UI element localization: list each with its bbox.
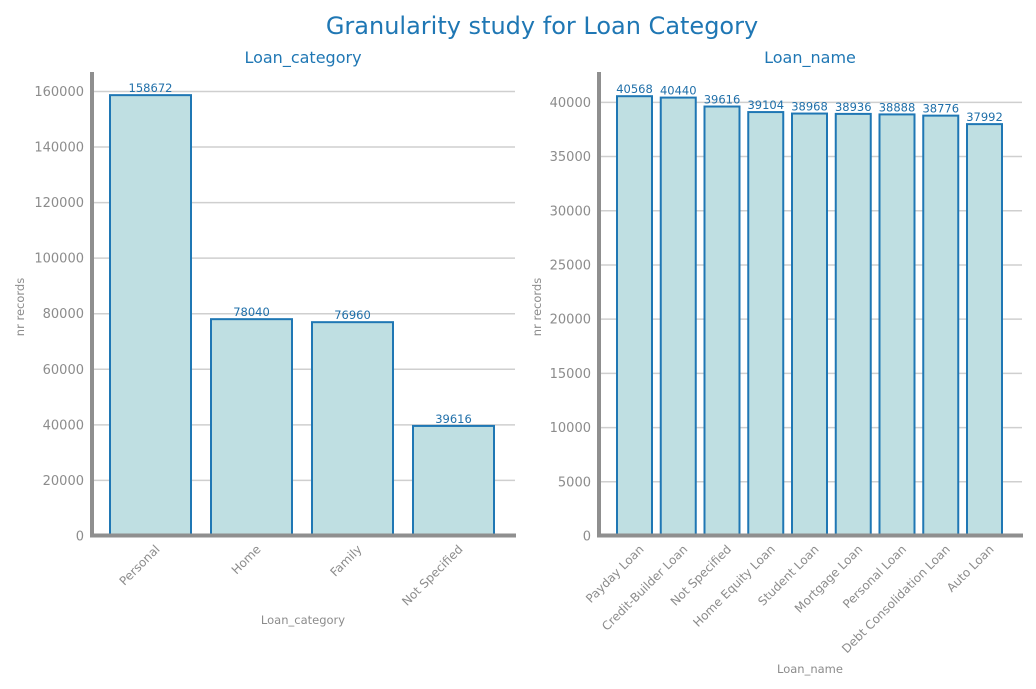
x-tick-label: Family xyxy=(327,542,364,579)
y-tick-label: 15000 xyxy=(550,367,591,382)
bar xyxy=(616,95,653,537)
x-tick-label: Credit-Builder Loan xyxy=(599,542,690,633)
data-label: 40568 xyxy=(616,82,653,96)
x-tick-label: Personal xyxy=(117,542,163,588)
x-tick-label: Home xyxy=(229,542,264,577)
bar xyxy=(747,111,785,537)
y-tick-label: 80000 xyxy=(43,307,84,322)
x-tick-label: Home Equity Loan xyxy=(690,542,778,630)
y-tick-label: 35000 xyxy=(550,150,591,165)
x-tick-labels: Personal Home Family Not Specified xyxy=(117,542,466,608)
y-tick-label: 160000 xyxy=(34,85,84,100)
y-tick-label: 100000 xyxy=(34,252,84,267)
data-label: 37992 xyxy=(966,110,1003,124)
y-tick-label: 20000 xyxy=(550,313,591,328)
y-tick-label: 30000 xyxy=(550,204,591,219)
data-label: 76960 xyxy=(334,308,371,322)
y-tick-label: 120000 xyxy=(34,196,84,211)
y-tick-label: 60000 xyxy=(43,363,84,378)
bar xyxy=(659,96,697,537)
y-tick-label: 20000 xyxy=(43,474,84,489)
y-tick-labels: 0 20000 40000 60000 80000 100000 120000 140000 1… xyxy=(34,85,84,545)
bar xyxy=(703,105,741,537)
bar-group xyxy=(616,95,1003,538)
chart-loan-name: Loan_name 0 5000 10000 15000 20000 25000 30000… xyxy=(530,48,1023,676)
data-label: 39104 xyxy=(747,98,784,112)
figure-title: Granularity study for Loan Category xyxy=(326,12,758,40)
y-tick-label: 10000 xyxy=(550,421,591,436)
chart-title: Loan_category xyxy=(244,48,361,68)
data-label: 158672 xyxy=(129,81,173,95)
x-tick-label: Not Specified xyxy=(399,542,465,608)
bar xyxy=(109,94,192,537)
data-label: 38776 xyxy=(922,102,959,116)
y-tick-label: 0 xyxy=(583,530,591,545)
data-label: 40440 xyxy=(660,84,697,98)
y-tick-label: 40000 xyxy=(43,418,84,433)
bar xyxy=(791,112,828,537)
bar xyxy=(834,112,872,537)
x-axis-label: Loan_name xyxy=(777,662,843,676)
y-tick-label: 40000 xyxy=(550,96,591,111)
data-label: 38936 xyxy=(835,100,872,114)
data-label: 38888 xyxy=(879,100,916,114)
bar xyxy=(311,321,394,537)
y-tick-label: 5000 xyxy=(558,475,591,490)
data-label: 39616 xyxy=(704,93,741,107)
bar xyxy=(922,114,960,538)
bar xyxy=(966,123,1003,537)
y-axis-label: nr records xyxy=(13,278,27,336)
y-tick-label: 140000 xyxy=(34,141,84,156)
y-axis-label: nr records xyxy=(530,278,544,336)
y-tick-labels: 0 5000 10000 15000 20000 25000 30000 35000 40000 xyxy=(550,96,591,545)
data-labels: 40568 40440 39616 39104 38968 38936 38888 38776… xyxy=(616,82,1003,124)
bar xyxy=(412,424,495,537)
y-tick-label: 0 xyxy=(76,530,84,545)
data-label: 39616 xyxy=(435,412,472,426)
chart-title: Loan_name xyxy=(764,48,856,68)
data-label: 78040 xyxy=(233,305,270,319)
bar xyxy=(210,318,293,537)
data-labels: 158672 78040 76960 39616 xyxy=(129,81,472,426)
y-tick-label: 25000 xyxy=(550,258,591,273)
bar xyxy=(878,113,916,538)
x-axis-label: Loan_category xyxy=(261,613,345,627)
x-tick-label: Auto Loan xyxy=(944,542,997,595)
chart-loan-category: Loan_category 0 20000 40000 60000 80000 10000… xyxy=(13,48,516,627)
bar-group xyxy=(109,94,495,537)
data-label: 38968 xyxy=(791,100,828,114)
